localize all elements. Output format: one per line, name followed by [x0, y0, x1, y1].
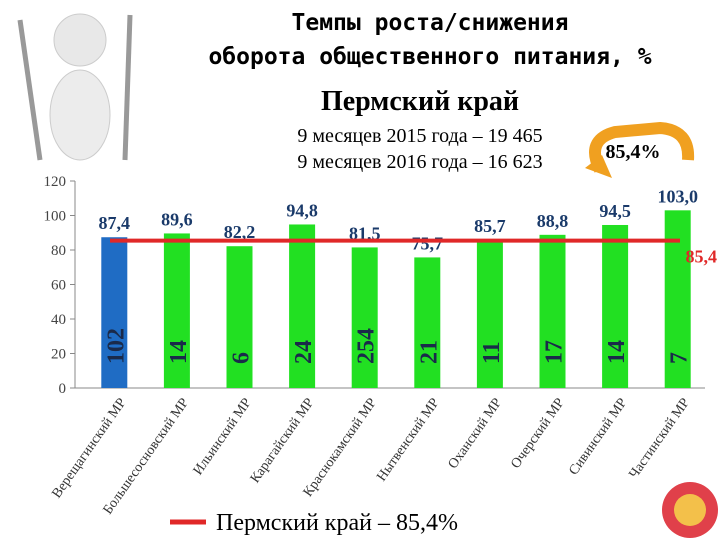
count-label: 14	[166, 340, 192, 364]
y-tick-label: 60	[51, 278, 66, 294]
title-line: Темпы роста/снижения	[292, 10, 569, 36]
count-label: 21	[416, 340, 442, 364]
bar	[476, 240, 503, 388]
count-label: 14	[604, 340, 630, 364]
value-label: 88,8	[537, 211, 569, 231]
value-label: 94,5	[599, 201, 631, 221]
count-label: 24	[291, 340, 317, 364]
mascot	[17, 13, 133, 161]
count-label: 254	[354, 328, 380, 364]
y-tick-label: 120	[44, 174, 67, 190]
note: 9 месяцев 2016 года – 16 623	[297, 151, 542, 173]
subtitle: Пермский край	[321, 86, 519, 117]
value-label: 75,7	[412, 233, 444, 253]
count-label: 7	[667, 352, 693, 364]
value-label: 87,4	[99, 213, 131, 233]
bar	[163, 233, 190, 388]
y-tick-label: 80	[51, 243, 66, 259]
value-label: 103,0	[657, 186, 698, 206]
note: 9 месяцев 2015 года – 19 465	[297, 125, 542, 147]
bar	[414, 257, 441, 388]
bar	[289, 224, 316, 388]
count-label: 17	[542, 340, 568, 364]
y-tick-label: 20	[51, 347, 66, 363]
y-tick-label: 40	[51, 312, 66, 328]
value-label: 85,7	[474, 216, 506, 236]
corner-icon	[662, 482, 718, 538]
y-tick-label: 100	[44, 209, 67, 225]
reference-label: 85,4	[686, 247, 718, 267]
badge-arrow-head	[585, 155, 612, 178]
count-label: 11	[479, 341, 505, 364]
title-line: оборота общественного питания, %	[208, 44, 651, 70]
value-label: 81,5	[349, 223, 381, 243]
count-label: 102	[103, 328, 129, 364]
badge-arrow	[589, 121, 695, 173]
bar	[539, 234, 566, 388]
value-label: 89,6	[161, 209, 193, 229]
value-label: 94,8	[286, 200, 318, 220]
bar	[226, 246, 253, 388]
y-tick-label: 0	[59, 381, 67, 397]
bar	[101, 237, 128, 388]
badge-text: 85,4%	[606, 141, 661, 163]
bar	[602, 224, 629, 388]
count-label: 6	[229, 352, 255, 364]
value-label: 82,2	[224, 222, 256, 242]
bar	[351, 247, 378, 388]
legend-label: Пермский край – 85,4%	[216, 510, 458, 536]
